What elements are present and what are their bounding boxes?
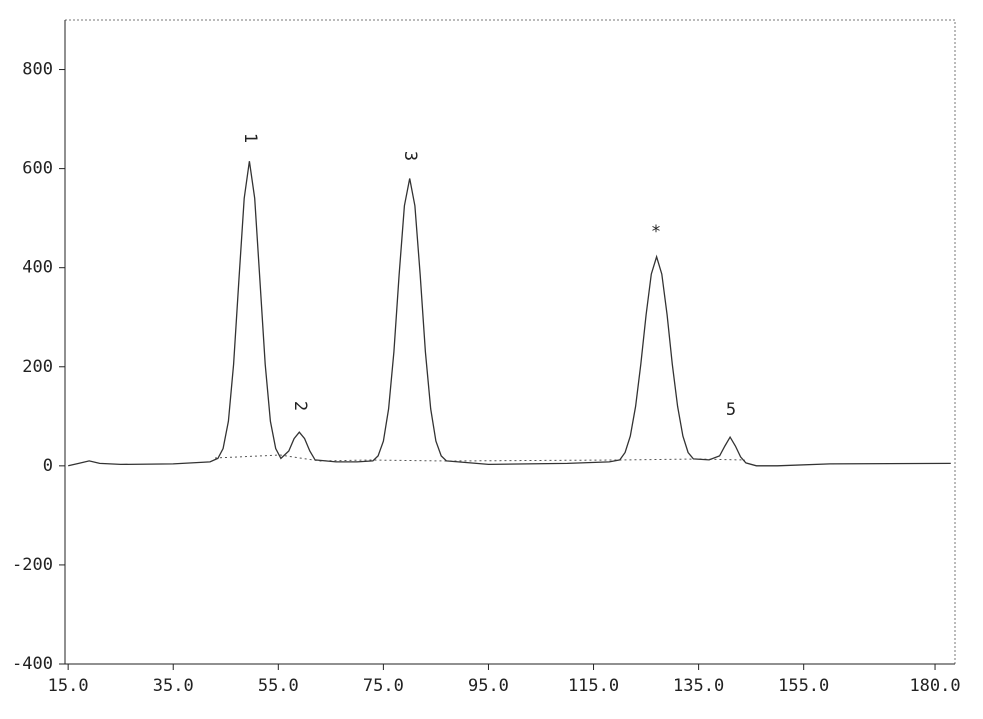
y-tick-label: 200 (22, 357, 53, 377)
x-tick-label: 115.0 (568, 676, 619, 696)
peak-label: * (651, 222, 661, 242)
x-tick-label: 55.0 (258, 676, 299, 696)
y-tick-label: 600 (22, 159, 53, 179)
integration-baseline (214, 454, 746, 462)
y-tick-label: -200 (12, 555, 53, 575)
peak-label: 2 (290, 401, 310, 411)
x-tick-label: 35.0 (153, 676, 194, 696)
x-tick-label: 155.0 (778, 676, 829, 696)
x-tick-label: 15.0 (48, 676, 89, 696)
peak-label: 3 (400, 151, 420, 161)
x-tick-label: 95.0 (468, 676, 509, 696)
plot-frame (64, 19, 956, 665)
peak-label: 5 (726, 400, 736, 420)
y-tick-label: 400 (22, 258, 53, 278)
x-tick-label: 135.0 (673, 676, 724, 696)
signal-line (68, 161, 951, 467)
x-tick-label: 180.0 (909, 676, 960, 696)
y-tick-label: 800 (22, 60, 53, 80)
peak-label: 1 (240, 133, 260, 143)
x-tick-label: 75.0 (363, 676, 404, 696)
y-tick-label: -400 (12, 654, 53, 674)
y-tick-label: 0 (43, 456, 53, 476)
